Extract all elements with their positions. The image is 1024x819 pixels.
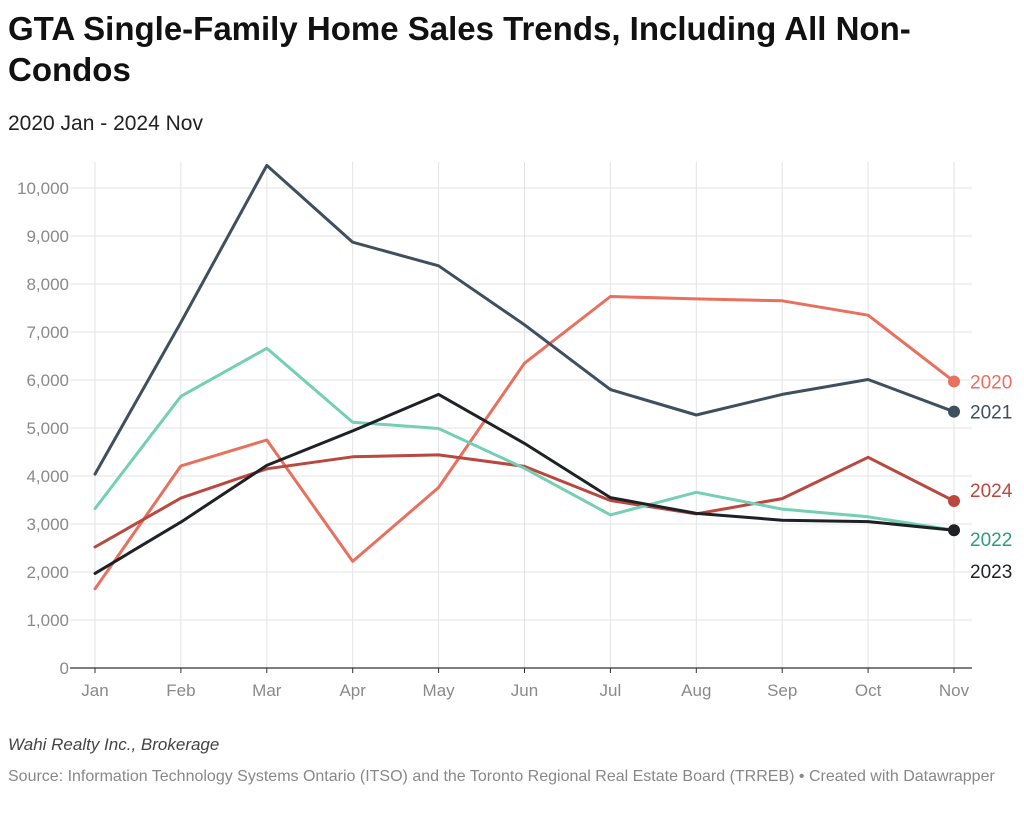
x-tick-label: Oct bbox=[855, 681, 882, 700]
x-tick-label: Sep bbox=[767, 681, 797, 700]
series-label-2024: 2024 bbox=[970, 481, 1013, 502]
y-tick-label: 2,000 bbox=[26, 563, 69, 582]
series-end-dot-2023 bbox=[948, 524, 960, 537]
x-tick-label: Jul bbox=[600, 681, 622, 700]
x-tick-label: Nov bbox=[939, 681, 970, 700]
x-tick-label: Jan bbox=[81, 681, 108, 700]
x-tick-label: Mar bbox=[252, 681, 282, 700]
line-chart: 0 1,000 2,000 3,000 4,000 5,000 6,000 7,000 8,00… bbox=[17, 162, 1013, 700]
grid-lines bbox=[70, 162, 972, 668]
y-tick-label: 3,000 bbox=[26, 515, 69, 534]
y-tick-label: 8,000 bbox=[26, 275, 69, 294]
series-line-2022 bbox=[93, 346, 956, 532]
y-tick-label: 5,000 bbox=[26, 419, 69, 438]
y-tick-label: 6,000 bbox=[26, 371, 69, 390]
x-tick-label: Apr bbox=[339, 681, 366, 700]
series-label-2022: 2022 bbox=[970, 530, 1012, 551]
byline: Wahi Realty Inc., Brokerage bbox=[8, 735, 220, 754]
source-note: Source: Information Technology Systems O… bbox=[8, 768, 995, 785]
series-label-2023: 2023 bbox=[970, 562, 1012, 583]
series-label-2021: 2021 bbox=[970, 403, 1012, 424]
x-tick-label: Jun bbox=[511, 681, 538, 700]
x-tick-label: May bbox=[423, 681, 456, 700]
series-label-2020: 2020 bbox=[970, 372, 1012, 393]
y-tick-label: 7,000 bbox=[26, 323, 69, 342]
axes: 0 1,000 2,000 3,000 4,000 5,000 6,000 7,000 8,00… bbox=[17, 179, 972, 700]
series-line-2020 bbox=[93, 295, 956, 591]
chart-subtitle: 2020 Jan - 2024 Nov bbox=[8, 112, 203, 135]
y-tick-label: 10,000 bbox=[17, 179, 69, 198]
x-tick-label: Feb bbox=[166, 681, 195, 700]
x-tick-label: Aug bbox=[681, 681, 711, 700]
series-end-dot-2024 bbox=[948, 494, 960, 507]
chart-title: GTA Single-Family Home Sales Trends, Inc… bbox=[8, 10, 911, 88]
series-lines bbox=[93, 163, 960, 591]
y-tick-label: 0 bbox=[60, 659, 69, 678]
series-line-2024 bbox=[93, 453, 956, 549]
series-labels: 2020 2021 2024 2022 2023 bbox=[970, 372, 1013, 583]
y-tick-label: 9,000 bbox=[26, 227, 69, 246]
series-line-2021 bbox=[93, 163, 956, 476]
y-tick-label: 4,000 bbox=[26, 467, 69, 486]
series-end-dot-2020 bbox=[948, 375, 960, 388]
series-end-dot-2021 bbox=[948, 405, 960, 418]
y-tick-label: 1,000 bbox=[26, 611, 69, 630]
series-line-2023 bbox=[93, 392, 956, 575]
